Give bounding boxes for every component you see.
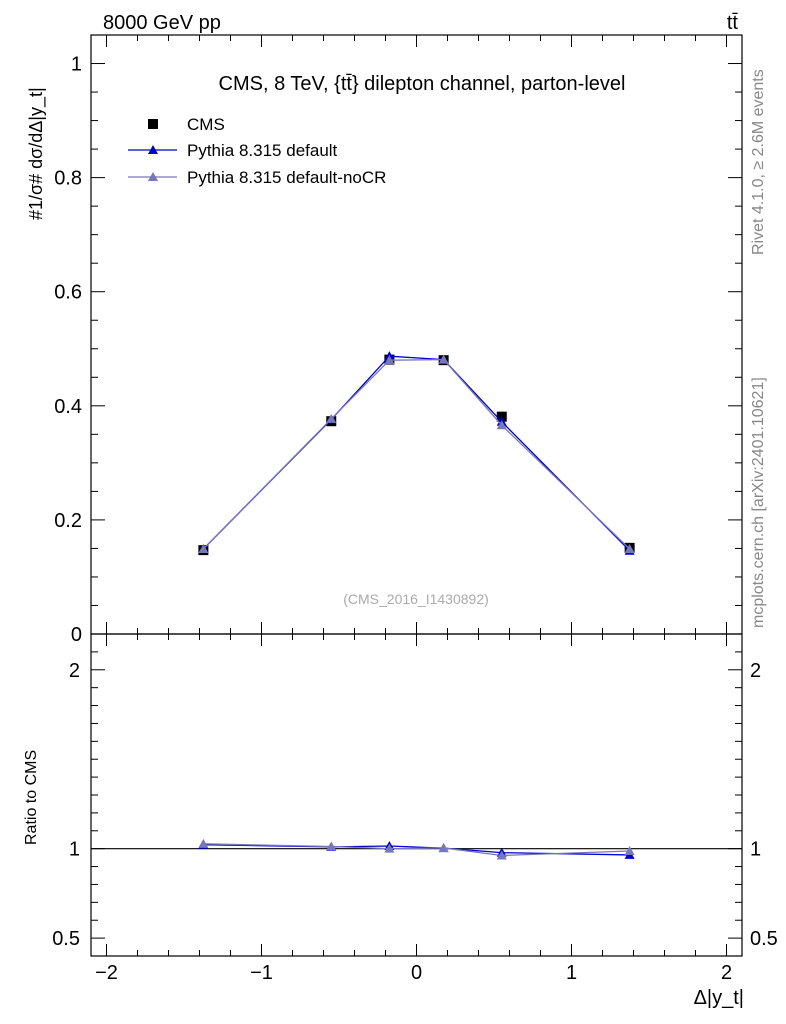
ratio-frame [90,633,743,957]
y-tick-label: 0 [71,624,82,646]
main-x-ticks [106,35,727,634]
y-tick-label-right: 0.5 [750,928,778,950]
y-tick-label: 0.8 [54,168,82,190]
ratio-line-1 [203,843,630,857]
ratio-series-group [198,838,635,860]
x-tick-labels: −2 −1 0 1 2 [95,962,732,984]
ratio-point-1 [326,841,337,851]
ratio-point-1 [496,850,507,860]
main-panel: 0 0.2 0.4 0.6 0.8 1 CMS, 8 TeV, {tt̄} dilepto… [26,34,743,646]
main-series-group [198,351,635,556]
y-tick-label: 1 [69,839,80,861]
y-tick-label: 2 [69,660,80,682]
mc-point-2 [198,543,209,553]
legend-label: Pythia 8.315 default [187,141,338,160]
y-tick-label: 0.4 [54,396,82,418]
ratio-point-1 [384,843,395,853]
x-tick-label: 1 [566,962,577,984]
ratio-x-ticks [106,634,727,956]
main-y-ticks: 0 0.2 0.4 0.6 0.8 1 [54,34,742,646]
header-left: 8000 GeV pp [103,12,221,34]
ratio-y-label: Ratio to CMS [23,750,40,845]
legend-label: CMS [187,115,225,134]
x-tick-label: 2 [721,962,732,984]
x-tick-label: −1 [250,962,273,984]
legend-label: Pythia 8.315 default-noCR [187,168,386,187]
ratio-panel: 0.5 0.5 1 1 2 2 Ratio to CMS [23,633,778,957]
ratio-point-1 [438,842,449,852]
y-tick-label-right: 2 [750,660,761,682]
x-tick-label: 0 [411,962,422,984]
watermark: (CMS_2016_I1430892) [343,591,489,607]
legend-marker-cms [148,119,158,129]
ratio-y-ticks: 0.5 0.5 1 1 2 2 [52,633,778,950]
mc-point-2 [496,420,507,430]
y-tick-label: 1 [71,54,82,76]
y-tick-label: 0.5 [52,928,80,950]
mc-point-2 [326,413,337,423]
mcplots-label: mcplots.cern.ch [arXiv:2401.10621] [750,377,767,628]
y-tick-label: 0.2 [54,510,82,532]
legend-marker-1 [148,145,158,154]
series-line-1 [202,355,631,552]
x-tick-label: −2 [95,962,118,984]
main-y-label: #1/σ# dσ/dΔ|y_t| [26,87,47,220]
ratio-point-1 [198,838,209,848]
y-tick-label-right: 1 [750,839,761,861]
legend-marker-2 [148,172,158,181]
cms-point [496,411,507,422]
legend: CMS Pythia 8.315 default Pythia 8.315 defa… [128,115,386,187]
mc-point-2 [624,543,635,553]
main-title: CMS, 8 TeV, {tt̄} dilepton channel, part… [219,73,626,95]
mc-point-2 [384,355,395,365]
y-tick-label: 0.6 [54,282,82,304]
rivet-label: Rivet 4.1.0, ≥ 2.6M events [750,69,767,255]
series-line-2 [202,358,631,550]
x-axis-label: Δ|y_t| [694,987,744,1009]
mc-point-2 [438,354,449,364]
ratio-point-1 [624,845,635,855]
header-right: tt̄ [727,12,739,34]
